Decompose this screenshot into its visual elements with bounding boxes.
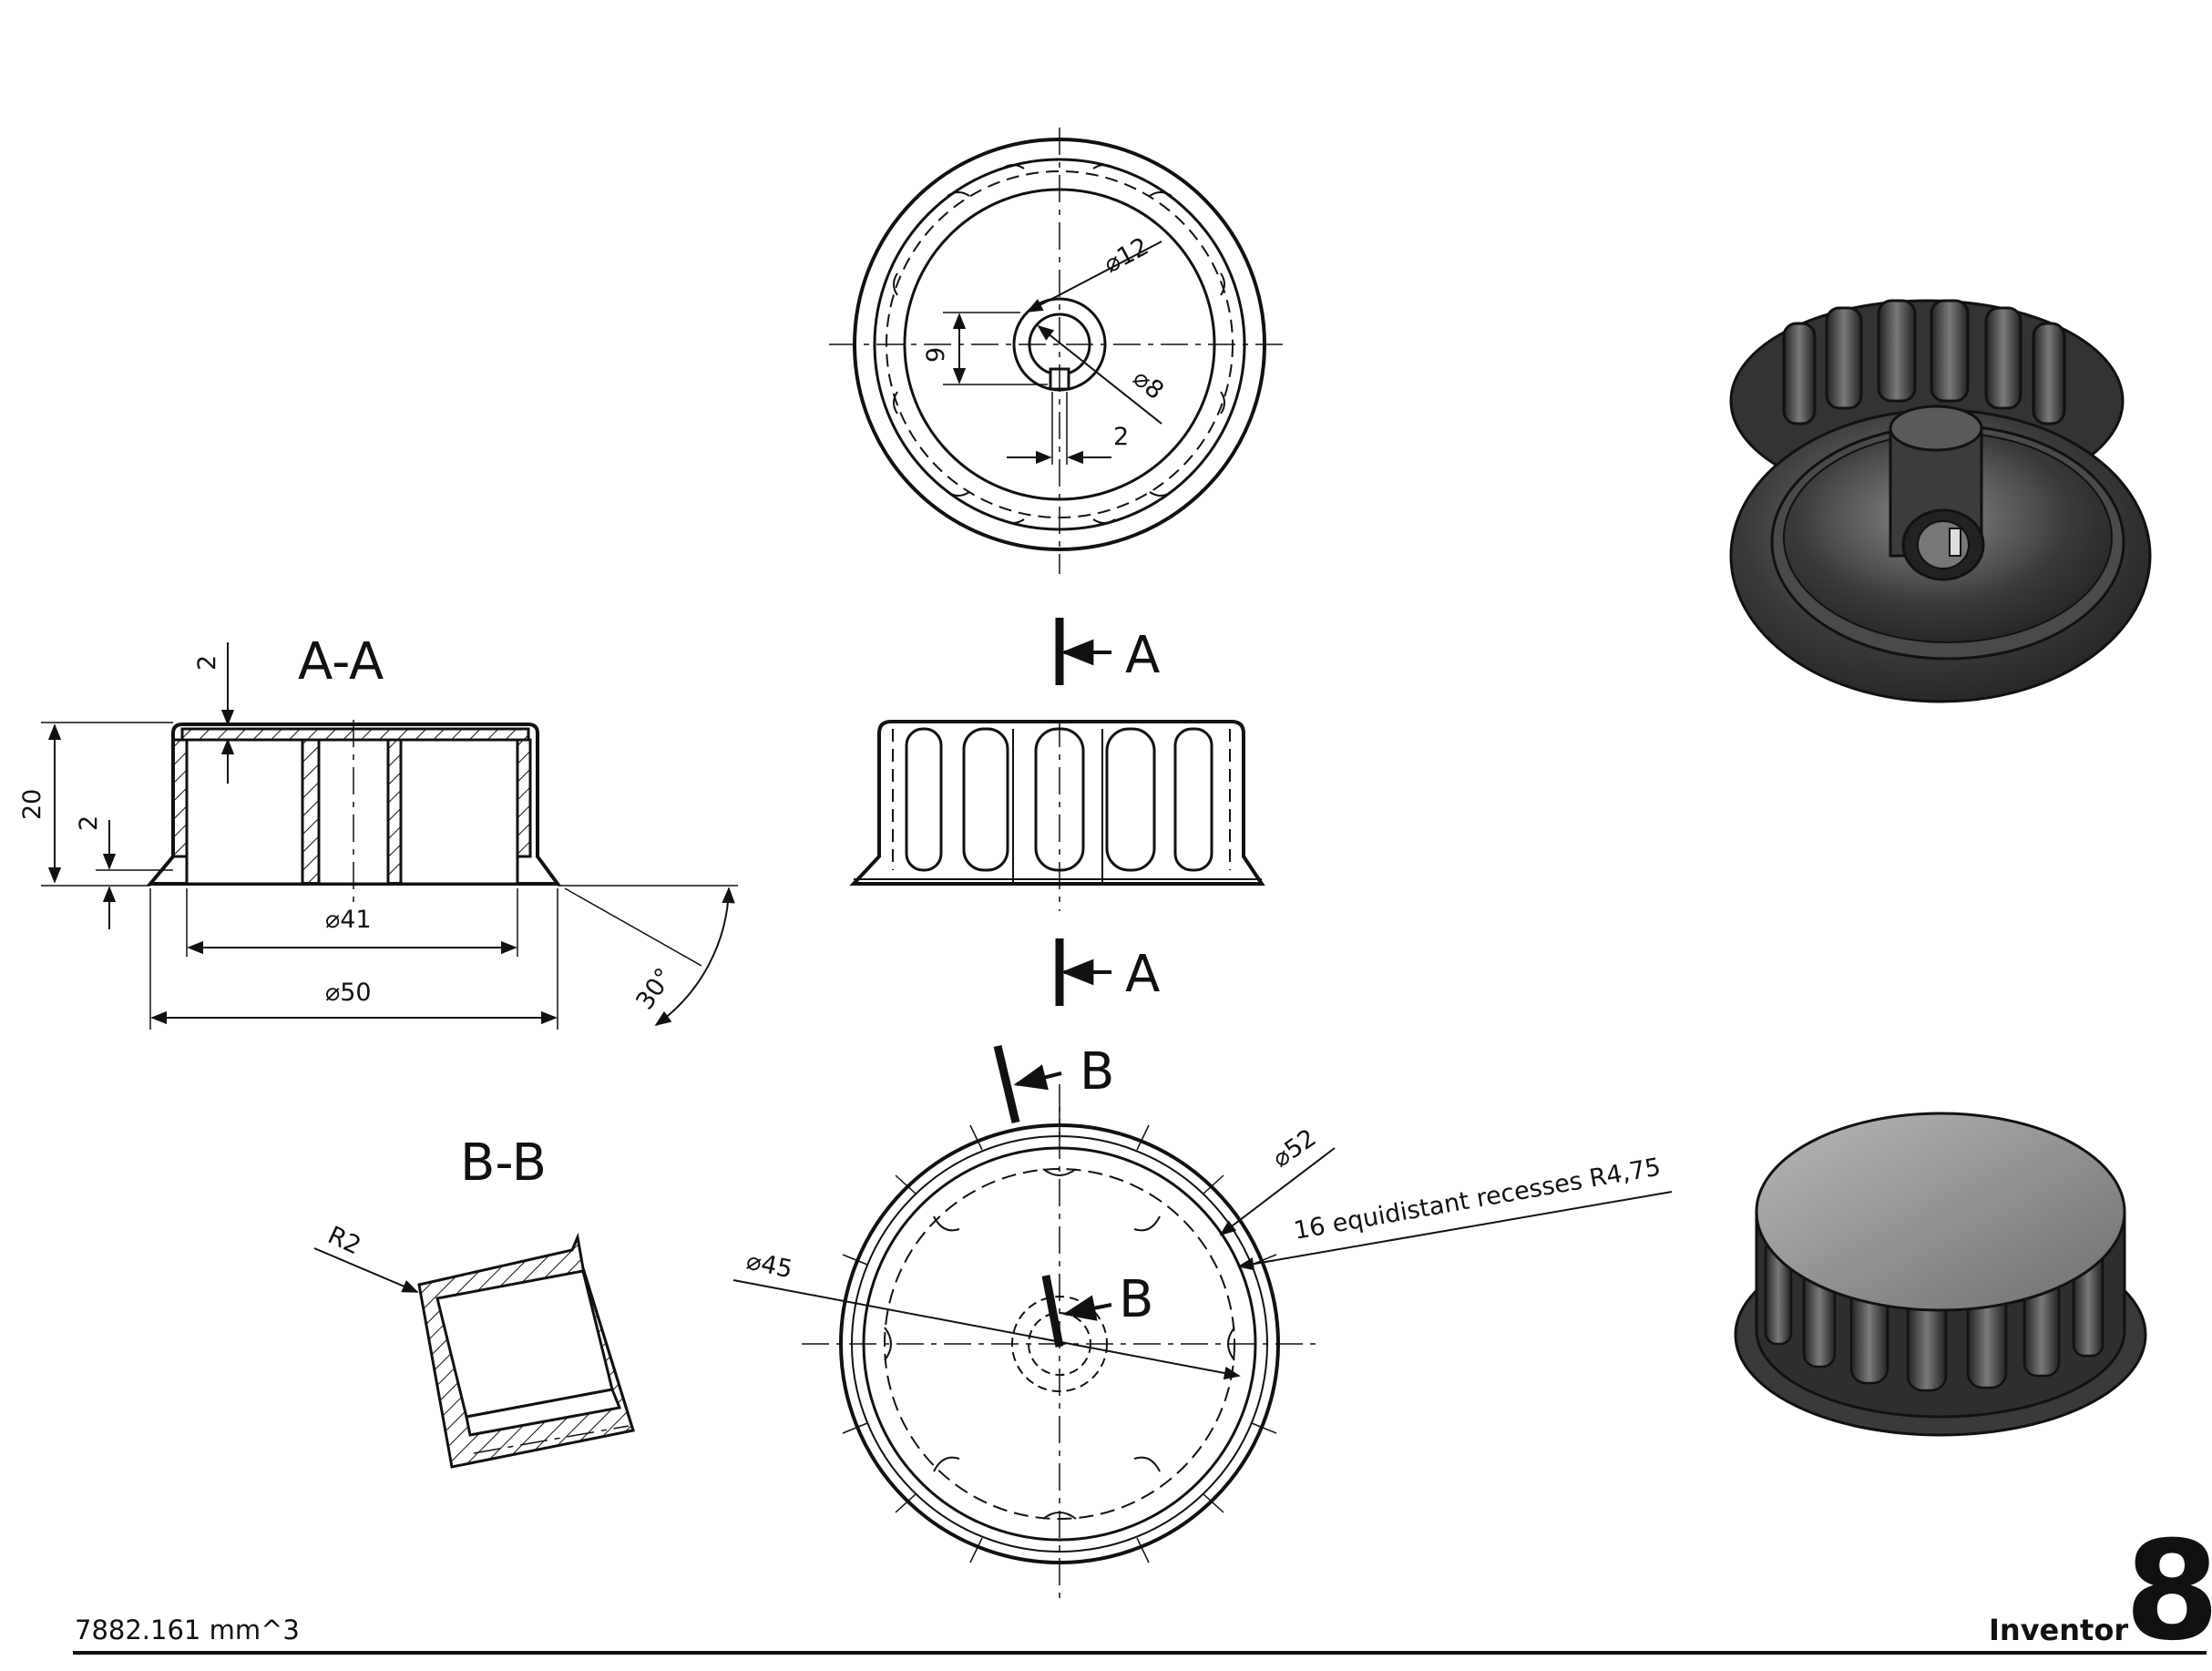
- section-aa-dimensions: [41, 642, 738, 1030]
- cut-label-a-bottom: A: [1125, 945, 1160, 1004]
- cut-label-b-right: B: [1119, 1270, 1153, 1329]
- section-bb-title: B-B: [460, 1133, 547, 1193]
- dim-d41: ⌀41: [325, 906, 372, 934]
- cutting-plane-b: [993, 1044, 1112, 1348]
- dim-height-20: 20: [18, 789, 46, 820]
- recesses-note: 16 equidistant recesses R4,75: [1292, 1153, 1663, 1245]
- title-block-line: [73, 1651, 2207, 1655]
- cut-label-b-left: B: [1080, 1042, 1114, 1102]
- cutting-plane-a: [1055, 618, 1111, 1006]
- front-view: [849, 720, 1265, 911]
- section-aa-title: A-A: [298, 632, 384, 692]
- dim-flange-2: 2: [75, 815, 103, 831]
- dim-d12: ⌀12: [1100, 232, 1153, 279]
- top-view-recess-marks: [893, 164, 1225, 524]
- dim-d52: ⌀52: [1267, 1123, 1321, 1173]
- dim-d45: ⌀45: [744, 1247, 795, 1285]
- dim-9: 9: [922, 347, 950, 363]
- section-aa: [146, 720, 561, 902]
- volume-label: 7882.161 mm^3: [75, 1615, 300, 1645]
- sheet-number: 8: [2125, 1512, 2212, 1671]
- dim-d50: ⌀50: [325, 979, 372, 1007]
- cut-label-a-top: A: [1125, 626, 1160, 685]
- bottom-view-dimensions: [732, 1147, 1673, 1380]
- section-bb: [313, 1232, 635, 1469]
- dim-wall-2: 2: [193, 655, 221, 671]
- dim-angle-30: 30°: [630, 963, 679, 1015]
- iso-render-underside: [1729, 299, 2152, 703]
- dim-d8: ⌀8: [1128, 364, 1170, 405]
- dim-key-2: 2: [1113, 423, 1129, 451]
- iso-render-top: [1734, 1112, 2147, 1437]
- brand-label: Inventor: [1989, 1613, 2129, 1647]
- top-view: [829, 128, 1289, 574]
